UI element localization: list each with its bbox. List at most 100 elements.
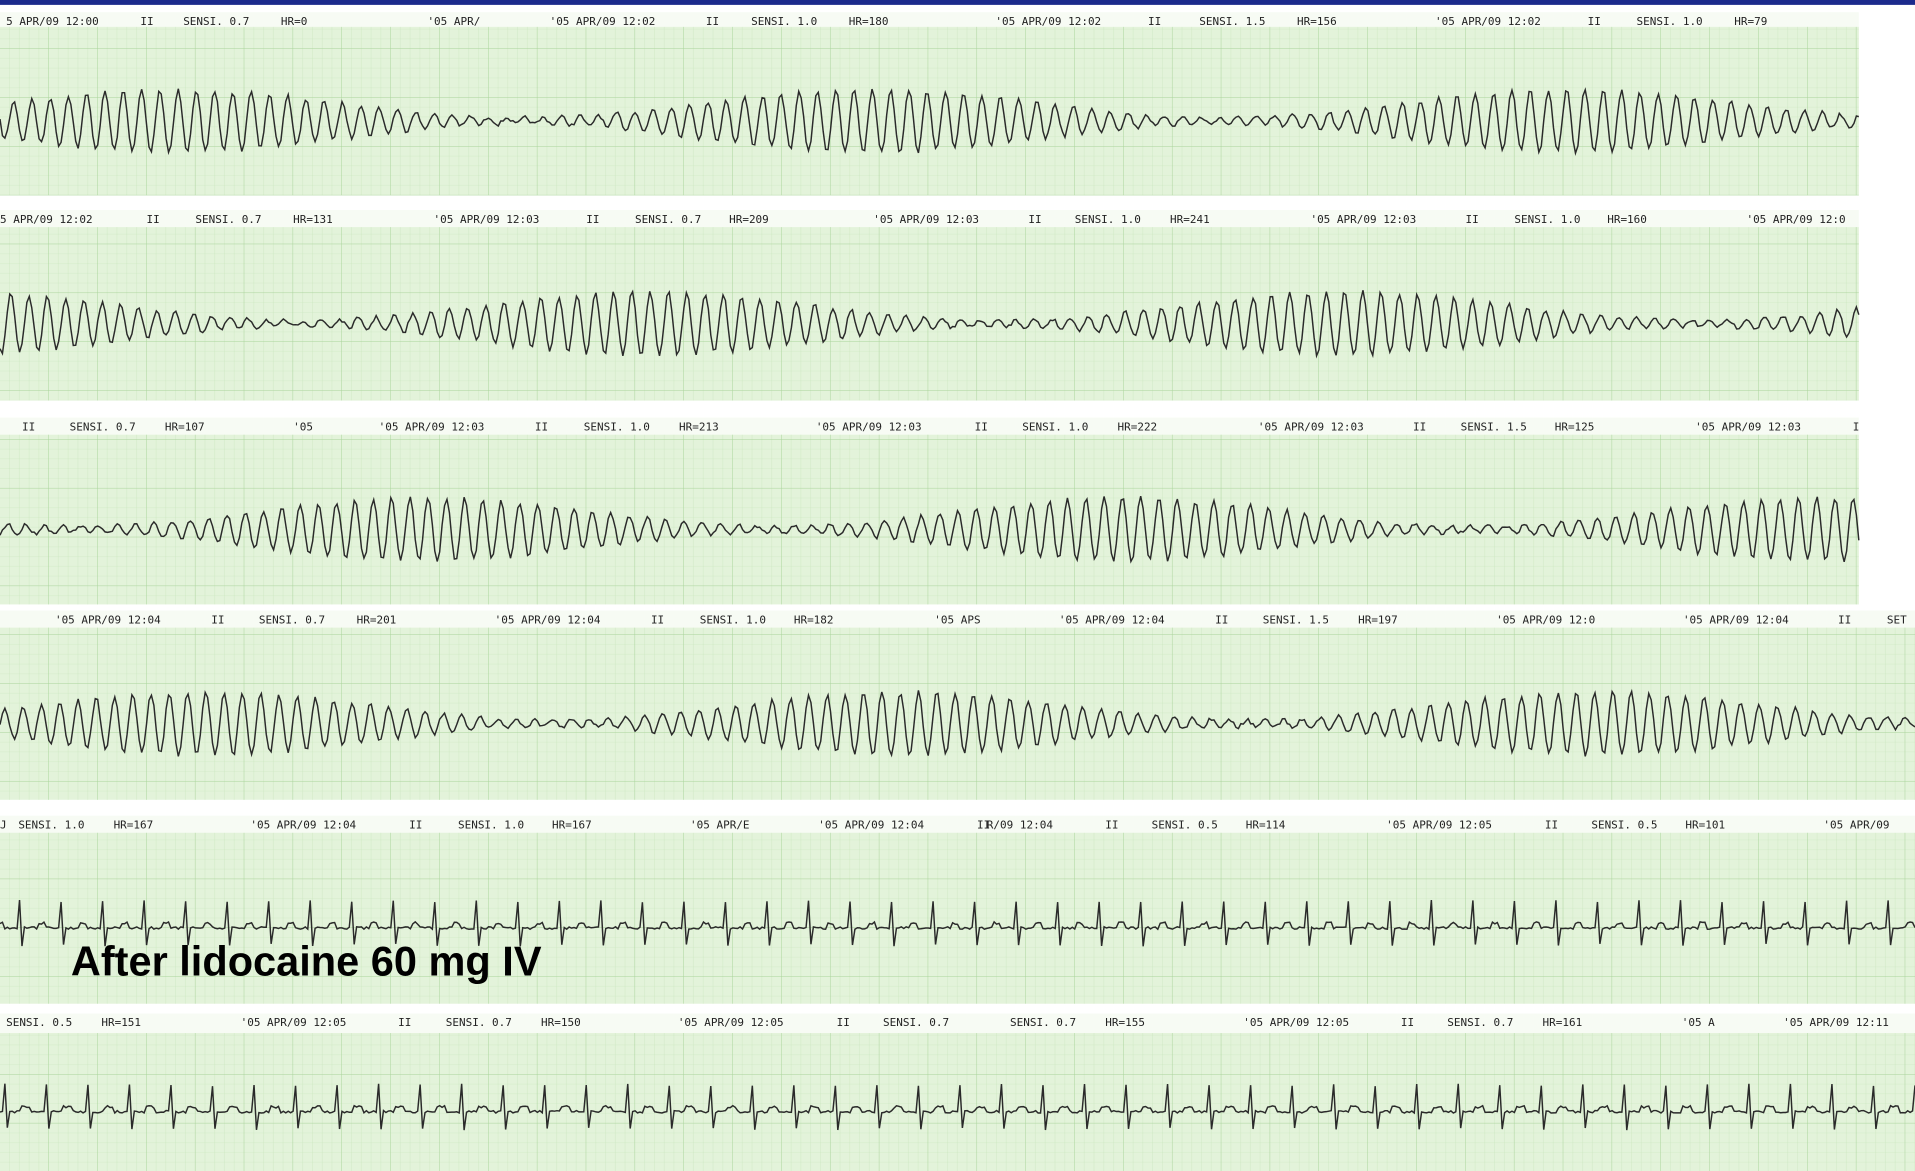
- strip-label: HR=150: [541, 1016, 581, 1029]
- strip-label: II: [586, 213, 599, 226]
- label-band: [0, 210, 1859, 230]
- grid-lines: [0, 227, 1859, 401]
- strip-label: SENSI. 0.7: [1447, 1016, 1513, 1029]
- strip-label: '05 APR/09 12:05: [678, 1016, 784, 1029]
- strip-label: SENSI. 0.7: [635, 213, 701, 226]
- strip-label: II: [398, 1016, 411, 1029]
- strip-label: HR=156: [1297, 15, 1337, 28]
- strip-label: '05 APR/E: [690, 818, 750, 831]
- strip-label: SENSI. 1.0: [458, 818, 524, 831]
- strip-label: HR=114: [1246, 818, 1286, 831]
- strip-label: SENSI. 0.7: [195, 213, 261, 226]
- strip-label: '05 APR/09 12:03: [873, 213, 979, 226]
- strip-label: II: [535, 420, 548, 433]
- strip-label: HR=151: [101, 1016, 141, 1029]
- strip-label: '05 APR/09 12:0: [1746, 213, 1845, 226]
- strip-label: II: [1148, 15, 1161, 28]
- strip-label: '05 APR/09 12:04: [250, 818, 356, 831]
- strip-label: '05 APR/09 12:03: [379, 420, 485, 433]
- strip-label: SENSI. 0.7: [1010, 1016, 1076, 1029]
- ecg-trace: [0, 289, 1860, 359]
- strip-label: R/09 12:04: [987, 818, 1054, 831]
- strip-label: HR=125: [1555, 420, 1595, 433]
- strip-label: '05 APR/09 12:03: [1695, 420, 1801, 433]
- strip-label: J: [0, 818, 7, 831]
- label-band: [0, 417, 1859, 438]
- strip-label: 5 APR/09 12:02: [0, 213, 93, 226]
- strip-label: II: [211, 613, 224, 626]
- strip-label: II: [1466, 213, 1479, 226]
- strip-label: II: [1545, 818, 1558, 831]
- strip-label: II: [1028, 213, 1041, 226]
- strip-label: II: [147, 213, 160, 226]
- strip-label: '05 APR/09 12:04: [1059, 613, 1165, 626]
- ecg-trace: [0, 1083, 1915, 1131]
- strip-label: '05 APR/09 12:04: [495, 613, 601, 626]
- strip-label: HR=241: [1170, 213, 1210, 226]
- strip-label: II: [1105, 818, 1118, 831]
- strip-label: HR=197: [1358, 613, 1398, 626]
- strip-label: II: [1215, 613, 1228, 626]
- strip-label: SENSI. 1.0: [700, 613, 766, 626]
- strip-label: '05 APR/09 12:03: [434, 213, 540, 226]
- strip-label: I: [1853, 420, 1860, 433]
- strip-label: '05 APR/09 12:04: [1683, 613, 1789, 626]
- strip-label: SENSI. 0.5: [1591, 818, 1657, 831]
- strip-label: II: [140, 15, 153, 28]
- strip-label: HR=160: [1607, 213, 1647, 226]
- strip-label: '05 APR/09 12:02: [995, 15, 1101, 28]
- strip-label: '05 APR/09 12:02: [1435, 15, 1541, 28]
- strip-label: '05 APR/09 12:02: [550, 15, 656, 28]
- strip-label: HR=213: [679, 420, 719, 433]
- strip-label: '05 APR/09: [1823, 818, 1889, 831]
- strip-label: II: [1401, 1016, 1414, 1029]
- strip-label: HR=222: [1117, 420, 1157, 433]
- strip-label: SENSI. 1.0: [1022, 420, 1088, 433]
- grid-lines: [0, 434, 1859, 605]
- strip-label: SENSI. 1.0: [1514, 213, 1580, 226]
- strip-label: SENSI. 1.0: [751, 15, 817, 28]
- strip-label: II: [1838, 613, 1851, 626]
- strip-label: II: [977, 818, 990, 831]
- strip-label: HR=155: [1105, 1016, 1145, 1029]
- strip-label: 5 APR/09 12:00: [6, 15, 99, 28]
- strip-label: HR=209: [729, 213, 769, 226]
- strip-label: '05 APR/09 12:03: [816, 420, 922, 433]
- strip-label: '05 APR/09 12:03: [1258, 420, 1364, 433]
- strip-label: HR=201: [357, 613, 397, 626]
- strip-label: '05 APR/09 12:04: [55, 613, 161, 626]
- strip-label: SET: [1887, 613, 1907, 626]
- strip-label: '05 A: [1682, 1016, 1715, 1029]
- strip-label: II: [651, 613, 664, 626]
- grid-lines: [0, 26, 1859, 196]
- strip-label: HR=107: [165, 420, 205, 433]
- strip-label: HR=101: [1685, 818, 1725, 831]
- strip-label: '05 APR/: [427, 15, 480, 28]
- ecg-trace: [0, 899, 1915, 947]
- strip-label: '05 APR/09 12:03: [1310, 213, 1416, 226]
- strip-label: II: [22, 420, 35, 433]
- top-border: [0, 0, 1915, 5]
- strip-label: SENSI. 1.0: [1075, 213, 1141, 226]
- strip-label: SENSI. 1.0: [584, 420, 650, 433]
- strip-label: SENSI. 0.7: [446, 1016, 512, 1029]
- strip-label: '05 APR/09 12:0: [1496, 613, 1595, 626]
- label-band: [0, 1013, 1915, 1034]
- strip-label: HR=167: [552, 818, 592, 831]
- strip-label: SENSI. 1.5: [1199, 15, 1265, 28]
- strip-label: SENSI. 1.0: [1637, 15, 1703, 28]
- strip-label: HR=79: [1734, 15, 1767, 28]
- strip-label: '05 APR/09 12:05: [241, 1016, 347, 1029]
- strip-label: SENSI. 0.5: [6, 1016, 72, 1029]
- strip-label: SENSI. 1.0: [18, 818, 84, 831]
- strip-label: '05 APR/09 12:05: [1386, 818, 1492, 831]
- strip-label: SENSI. 1.5: [1263, 613, 1329, 626]
- annotation: After lidocaine 60 mg IV: [71, 938, 542, 985]
- strip-label: II: [1413, 420, 1426, 433]
- strip-label: SENSI. 0.7: [70, 420, 136, 433]
- strip-label: SENSI. 0.7: [259, 613, 325, 626]
- strip-label: HR=167: [114, 818, 154, 831]
- strip-label: HR=161: [1543, 1016, 1583, 1029]
